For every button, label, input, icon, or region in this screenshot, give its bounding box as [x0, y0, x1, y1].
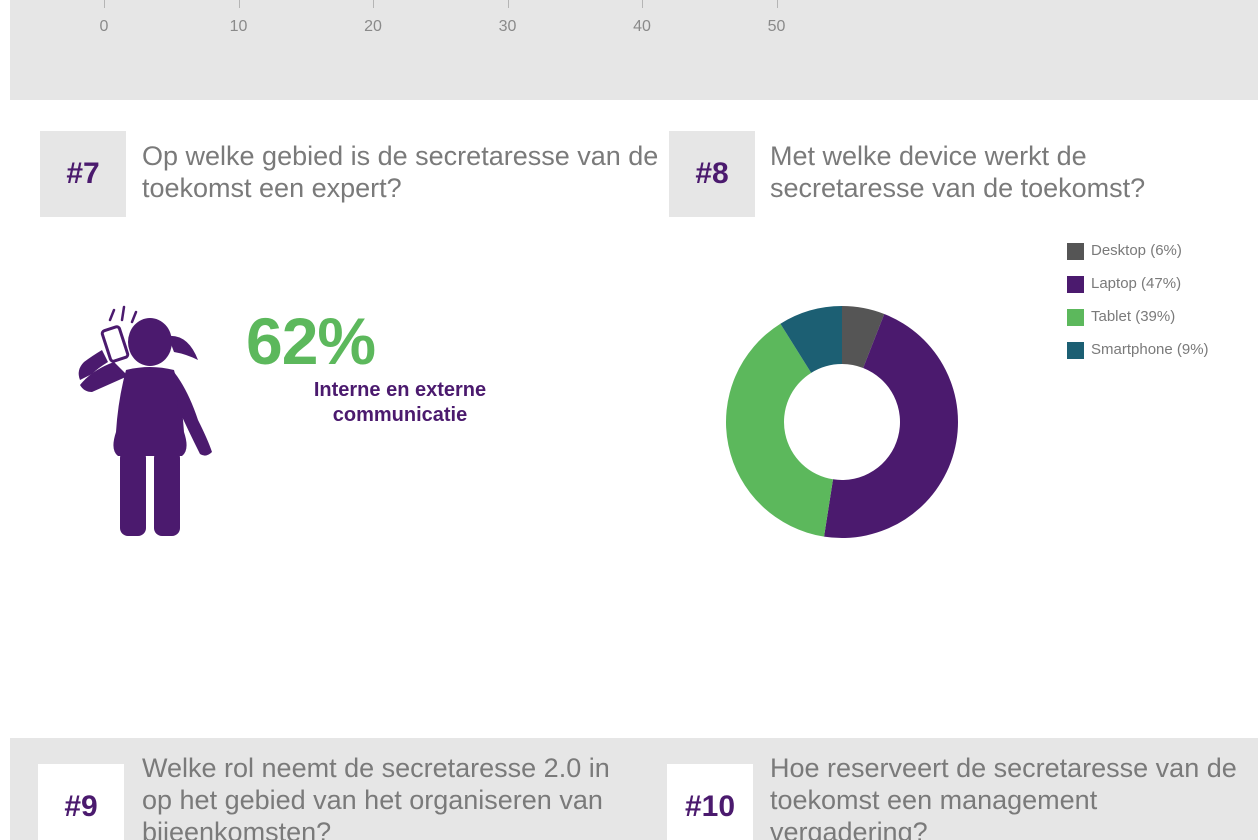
axis-tick [642, 0, 643, 8]
axis-tick-label: 30 [498, 18, 517, 35]
section-number-9: #9 [38, 764, 124, 840]
bottom-section-band [10, 738, 1258, 840]
axis-tick-label: 20 [364, 18, 382, 35]
axis-tick-label: 0 [99, 18, 109, 35]
axis-tick [776, 0, 778, 8]
axis-tick-label: 50 [767, 18, 786, 35]
legend-swatch-laptop [1067, 276, 1084, 293]
question-7: Op welke gebied is de secretaresse van d… [142, 141, 659, 203]
top-chart-band: 0 10 20 30 40 50 [10, 0, 1258, 100]
donut-slice-tablet [726, 323, 834, 537]
legend-item-smartphone: Smartphone (9%) [1067, 339, 1209, 361]
question-9: Welke rol neemt de secretaresse 2.0 in o… [142, 753, 610, 840]
stat-caption: Interne en externe communicatie [313, 379, 487, 426]
axis-tick [238, 0, 240, 8]
woman-phone-icon [78, 305, 212, 536]
legend-label-laptop: Laptop (47%) [1091, 275, 1182, 292]
legend-swatch-smartphone [1067, 342, 1084, 359]
stat-percentage: 62% [246, 304, 376, 378]
question-8: Met welke device werkt de secretaresse v… [770, 141, 1146, 203]
chart-legend: Desktop (6%) Laptop (47%) Tablet (39%) S… [1067, 240, 1209, 372]
donut-slice-laptop [824, 313, 958, 538]
donut-slice-smartphone [780, 306, 842, 373]
legend-swatch-desktop [1067, 243, 1084, 260]
section-number-8: #8 [669, 131, 755, 217]
axis-tick [373, 0, 374, 8]
axis-tick [104, 0, 105, 8]
legend-item-tablet: Tablet (39%) [1067, 306, 1209, 328]
legend-item-laptop: Laptop (47%) [1067, 273, 1209, 295]
legend-swatch-tablet [1067, 309, 1084, 326]
question-10: Hoe reserveert de secretaresse van de to… [770, 753, 1237, 840]
axis-tick-label: 10 [229, 18, 248, 35]
legend-label-desktop: Desktop (6%) [1091, 242, 1182, 259]
section-number-10: #10 [667, 764, 753, 840]
legend-label-smartphone: Smartphone (9%) [1091, 341, 1209, 358]
legend-label-tablet: Tablet (39%) [1091, 308, 1176, 325]
axis-tick [507, 0, 509, 8]
section-number-7: #7 [40, 131, 126, 217]
donut-slice-desktop [842, 306, 885, 368]
legend-item-desktop: Desktop (6%) [1067, 240, 1209, 262]
axis-tick-label: 40 [633, 18, 651, 35]
device-donut-chart [726, 306, 958, 538]
